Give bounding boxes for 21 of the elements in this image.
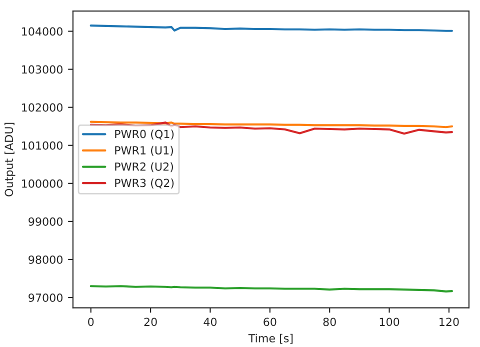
y-tick-label: 97000 bbox=[28, 293, 62, 302]
y-tick-label: 101000 bbox=[22, 141, 62, 150]
y-axis-title: Output [ADU] bbox=[4, 122, 16, 196]
x-tick-label: 40 bbox=[204, 318, 217, 326]
x-tick-label: 20 bbox=[144, 318, 157, 326]
x-tick-label: 100 bbox=[380, 318, 400, 326]
legend-label: PWR3 (Q2) bbox=[115, 178, 174, 188]
y-tick-label: 100000 bbox=[22, 179, 62, 188]
x-tick-label: 120 bbox=[440, 318, 459, 326]
x-axis-title: Time [s] bbox=[248, 334, 293, 344]
x-tick-label: 60 bbox=[264, 318, 276, 326]
legend-label: PWR2 (U2) bbox=[115, 162, 173, 172]
y-tick-label: 104000 bbox=[22, 27, 62, 36]
y-tick-label: 102000 bbox=[22, 103, 62, 112]
legend-label: PWR0 (Q1) bbox=[115, 130, 174, 140]
legend-label: PWR1 (U1) bbox=[115, 146, 173, 156]
y-tick-label: 103000 bbox=[22, 65, 62, 74]
y-tick-label: 99000 bbox=[28, 217, 62, 226]
x-tick-label: 0 bbox=[88, 318, 94, 326]
y-tick-label: 98000 bbox=[28, 255, 62, 264]
x-tick-label: 80 bbox=[323, 318, 336, 326]
